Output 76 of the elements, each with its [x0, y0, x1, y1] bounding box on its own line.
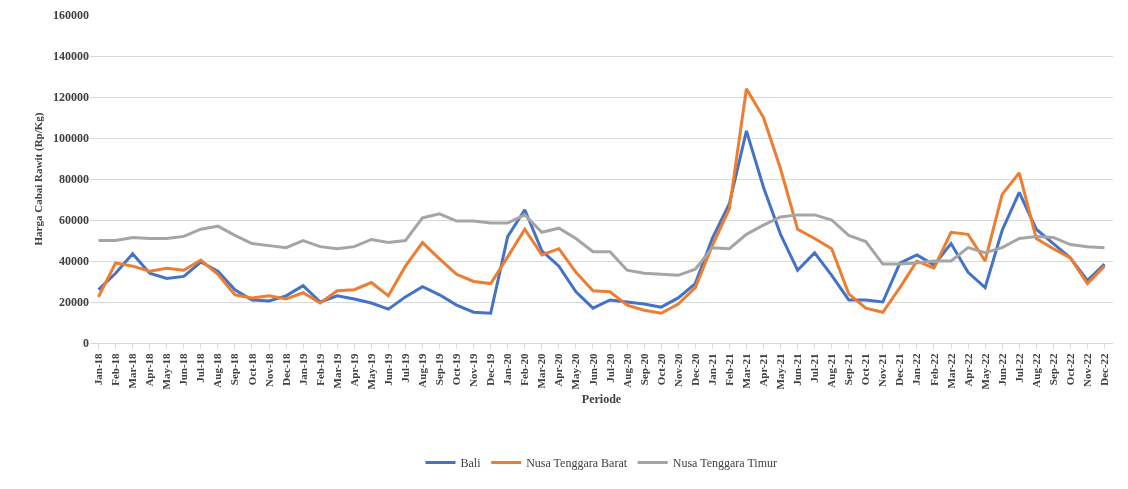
x-tick-label: Mar-19: [330, 352, 343, 389]
legend-label: Bali: [460, 456, 482, 471]
x-tick-label: Apr-21: [757, 353, 770, 387]
x-tick-label: Oct-22: [1063, 352, 1076, 386]
x-tick-label: Oct-18: [245, 352, 258, 386]
x-tick-label: Dec-19: [484, 352, 497, 386]
y-tick-label: 120000: [53, 90, 89, 105]
x-tick-label: Jun-19: [381, 352, 394, 386]
x-tick-label: Aug-19: [416, 352, 429, 388]
x-tick-label: Aug-22: [1029, 352, 1042, 388]
x-tick-label: Jun-21: [791, 353, 804, 386]
x-tick-label: Apr-18: [143, 352, 156, 387]
y-tick-label: 0: [83, 336, 89, 351]
x-tick-label: Jan-21: [705, 353, 718, 386]
y-tick-label: 40000: [59, 254, 89, 269]
x-tick-label: Nov-21: [876, 353, 889, 388]
line-series: [97, 212, 1106, 277]
x-tick-label: Aug-20: [620, 352, 633, 388]
x-tick-label: May-19: [364, 352, 377, 390]
x-tick-label: Apr-19: [347, 352, 360, 387]
x-tick-label: Nov-22: [1081, 352, 1094, 388]
x-tick-label: Feb-18: [109, 352, 122, 386]
x-tick-label: Apr-20: [552, 352, 565, 387]
x-tick-label: Mar-20: [535, 352, 548, 389]
x-tick-label: May-21: [774, 353, 787, 390]
x-tick-label: Oct-21: [859, 353, 872, 386]
x-tick-label: Feb-21: [722, 353, 735, 386]
x-tick-label: Jun-22: [995, 352, 1008, 386]
x-tick-label: Dec-22: [1098, 352, 1111, 386]
y-tick-label: 100000: [53, 131, 89, 146]
x-tick-label: Jan-19: [296, 352, 309, 386]
x-tick-label: Oct-19: [450, 352, 463, 386]
x-tick-label: Sep-20: [637, 352, 650, 386]
y-axis-title: Harga Cabai Rawit (Rp/Kg): [31, 112, 45, 246]
x-tick-label: Jun-20: [586, 352, 599, 386]
x-tick-label: Dec-18: [279, 352, 292, 386]
x-tick-label: Nov-18: [262, 352, 275, 388]
x-tick-label: Nov-19: [467, 352, 480, 388]
x-tick-label: Jul-18: [194, 352, 207, 383]
y-tick-label: 160000: [53, 8, 89, 23]
x-tick-label: Aug-18: [211, 352, 224, 388]
x-tick-label: May-18: [160, 352, 173, 390]
x-tick-label: Feb-22: [927, 352, 940, 386]
x-tick-label: Mar-22: [944, 352, 957, 389]
x-tick-label: Sep-21: [842, 353, 855, 386]
x-tick-label: Mar-21: [740, 353, 753, 389]
y-tick-label: 140000: [53, 49, 89, 64]
legend-label: Nusa Tenggara Barat: [526, 456, 628, 471]
x-tick-label: Apr-22: [961, 352, 974, 387]
x-tick-label: Jun-18: [177, 352, 190, 386]
x-tick-label: Jul-22: [1012, 352, 1025, 383]
line-series: [97, 87, 1106, 315]
x-tick-label: Sep-18: [228, 352, 241, 386]
x-tick-label: Jan-18: [92, 352, 105, 386]
x-tick-label: Feb-19: [313, 352, 326, 386]
x-tick-label: Feb-20: [518, 352, 531, 386]
x-axis-title: Periode: [581, 392, 622, 407]
x-tick-label: Mar-18: [126, 352, 139, 389]
x-tick-label: Sep-19: [433, 352, 446, 386]
y-tick-label: 60000: [59, 213, 89, 228]
x-tick-label: May-20: [569, 352, 582, 390]
y-tick-label: 80000: [59, 172, 89, 187]
x-tick-label: Aug-21: [825, 353, 838, 388]
x-tick-label: Jan-20: [501, 352, 514, 386]
x-tick-label: Jan-22: [910, 352, 923, 386]
x-tick-label: Dec-20: [688, 352, 701, 386]
y-tick-label: 20000: [59, 295, 89, 310]
x-tick-label: Jul-20: [603, 352, 616, 383]
legend-label: Nusa Tenggara Timur: [672, 456, 778, 471]
x-tick-label: Dec-21: [893, 353, 906, 386]
x-tick-label: Jul-19: [399, 352, 412, 383]
x-tick-label: Sep-22: [1046, 352, 1059, 386]
x-tick-label: Jul-21: [808, 353, 821, 383]
x-tick-label: May-22: [978, 352, 991, 390]
x-tick-label: Nov-20: [671, 352, 684, 388]
x-tick-label: Oct-20: [654, 352, 667, 386]
